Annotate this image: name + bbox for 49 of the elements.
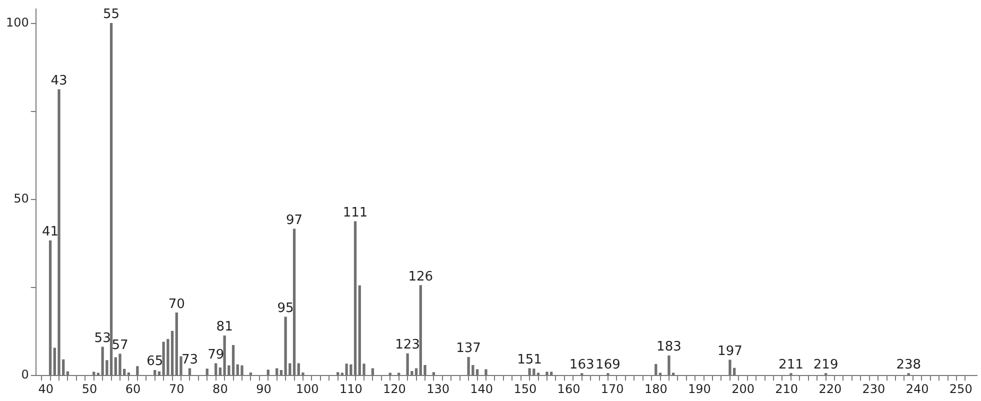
x-tick-label: 150 [514, 382, 537, 396]
y-tick-label: 100 [6, 15, 29, 30]
annotation: 65 [146, 354, 164, 370]
x-tick-label: 180 [644, 382, 668, 396]
x-tick-label: 190 [688, 382, 711, 396]
annotation: 169 [596, 357, 620, 372]
x-tick-label: 170 [600, 382, 624, 396]
x-tick-label: 100 [296, 382, 319, 396]
annotation: 53 [94, 330, 111, 346]
annotation: 111 [342, 206, 368, 221]
x-tick-label: 250 [949, 382, 972, 396]
y-tick-label: 50 [14, 192, 29, 206]
annotation: 55 [103, 7, 120, 22]
x-tick-label: 210 [775, 382, 798, 396]
x-tick-label: 110 [339, 382, 362, 396]
annotation: 197 [718, 344, 742, 359]
x-tick-label: 50 [82, 382, 98, 396]
annotation: 151 [517, 352, 542, 368]
annotation: 43 [50, 73, 68, 88]
annotation: 79 [208, 347, 224, 362]
x-tick-label: 90 [256, 382, 272, 396]
x-tick-label: 200 [732, 382, 754, 396]
x-tick-label: 40 [38, 382, 54, 396]
annotation: 219 [813, 357, 838, 372]
annotation: 137 [456, 341, 481, 356]
x-tick-label: 230 [862, 382, 886, 396]
annotation: 163 [569, 357, 594, 372]
x-tick-label: 220 [818, 382, 842, 396]
y-tick-label: 0 [21, 368, 29, 382]
annotation: 73 [181, 352, 198, 368]
x-tick-label: 140 [470, 382, 494, 396]
x-tick-label: 60 [125, 382, 141, 396]
annotation: 97 [286, 212, 303, 228]
x-tick-label: 120 [383, 382, 406, 396]
x-tick-label: 130 [426, 382, 450, 396]
annotation: 123 [395, 338, 420, 353]
x-tick-label: 240 [906, 382, 929, 396]
annotation: 126 [408, 269, 434, 284]
x-tick-label: 80 [212, 382, 228, 396]
annotation: 41 [42, 224, 59, 240]
x-tick-label: 160 [557, 382, 580, 396]
annotation: 211 [778, 357, 804, 372]
annotation: 238 [896, 357, 922, 372]
annotation: 57 [112, 338, 128, 353]
x-tick-label: 70 [168, 382, 184, 396]
annotation: 70 [168, 296, 185, 312]
annotation: 183 [656, 340, 682, 355]
annotation: 81 [216, 320, 233, 335]
annotation: 95 [277, 300, 294, 316]
